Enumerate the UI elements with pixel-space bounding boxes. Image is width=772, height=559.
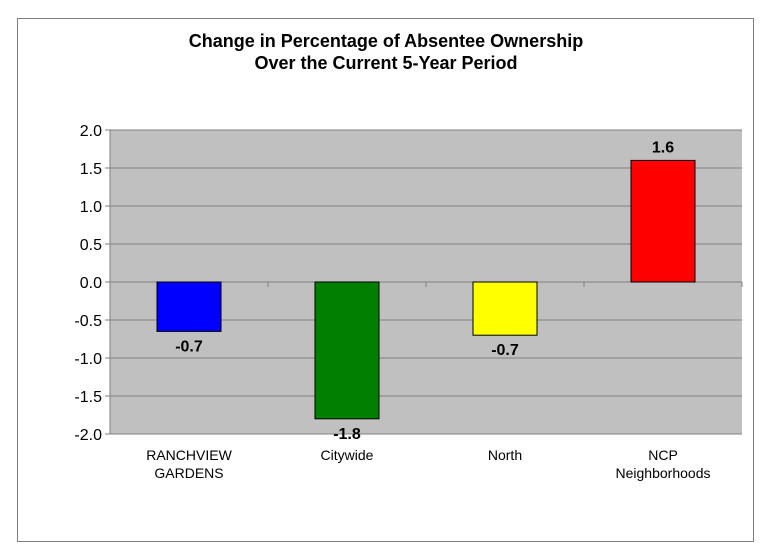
y-tick-label: -2.0 bbox=[74, 427, 102, 444]
y-tick-label: -1.0 bbox=[74, 351, 102, 368]
data-label: -0.7 bbox=[491, 342, 519, 359]
bar bbox=[630, 159, 696, 283]
chart-title-line-1: Change in Percentage of Absentee Ownersh… bbox=[188, 31, 584, 51]
x-tick-label: RANCHVIEW bbox=[146, 447, 232, 463]
chart-title-line-2: Over the Current 5-Year Period bbox=[254, 53, 518, 73]
x-tick-label: NCP bbox=[648, 447, 678, 463]
x-tick-label: Citywide bbox=[321, 447, 374, 463]
y-tick-label: 2.0 bbox=[80, 123, 102, 140]
bar bbox=[472, 281, 538, 336]
y-tick-label: 1.0 bbox=[80, 199, 102, 216]
x-tick-label: Neighborhoods bbox=[616, 465, 711, 481]
x-tick-label: North bbox=[488, 447, 522, 463]
y-tick-label: -0.5 bbox=[74, 313, 102, 330]
y-tick-label: 1.5 bbox=[80, 161, 102, 178]
data-label: -0.7 bbox=[175, 338, 203, 355]
bar bbox=[314, 281, 380, 420]
data-label: 1.6 bbox=[652, 139, 674, 156]
y-tick-label: 0.5 bbox=[80, 237, 102, 254]
y-tick-label: -1.5 bbox=[74, 389, 102, 406]
bar bbox=[156, 281, 222, 332]
chart-title: Change in Percentage of Absentee Ownersh… bbox=[0, 30, 772, 74]
y-tick-label: 0.0 bbox=[80, 275, 102, 292]
x-tick-label: GARDENS bbox=[154, 465, 223, 481]
data-label: -1.8 bbox=[333, 426, 361, 443]
